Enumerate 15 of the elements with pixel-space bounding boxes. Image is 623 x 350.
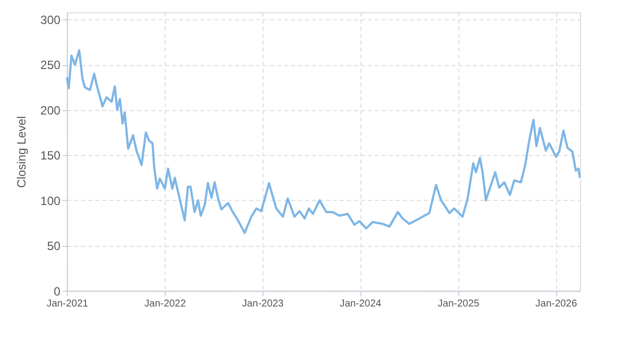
x-tick-label: Jan-2021: [46, 298, 89, 310]
y-tick-label: 200: [40, 103, 61, 118]
x-tick-label: Jan-2024: [340, 298, 382, 310]
y-tick-label: 150: [40, 148, 61, 163]
x-tick-label: Jan-2026: [535, 298, 578, 310]
y-tick-label: 50: [47, 239, 61, 254]
x-tick-label: Jan-2022: [144, 298, 186, 310]
y-axis-title: Closing Level: [14, 116, 28, 188]
x-tick-label: Jan-2025: [438, 298, 480, 310]
y-tick-label: 250: [40, 58, 61, 72]
line-series: [66, 49, 581, 234]
y-tick-label: 100: [40, 194, 61, 208]
x-tick-label: Jan-2023: [242, 298, 284, 310]
y-tick-label: 300: [40, 12, 61, 27]
y-tick-label: 0: [54, 284, 61, 298]
